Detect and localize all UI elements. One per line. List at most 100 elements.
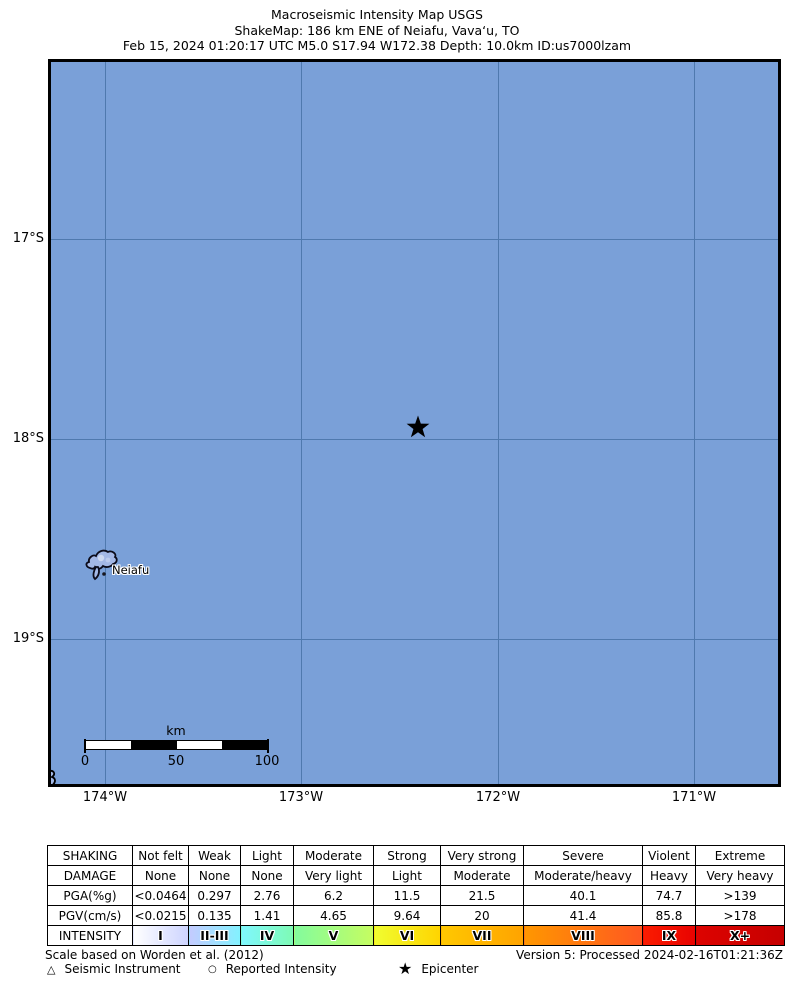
table-cell: Weak	[188, 845, 241, 866]
gridline-17s	[51, 239, 778, 240]
circle-icon: ○	[208, 963, 217, 975]
legend-label: Seismic Instrument	[64, 962, 181, 976]
legend-label: Epicenter	[421, 962, 479, 976]
legend-item-reported-intensity: ○ Reported Intensity	[208, 962, 337, 976]
intensity-cell-ix: IX	[642, 925, 696, 946]
islet-outline	[51, 769, 56, 784]
table-row-intensity: INTENSITY I II-III IV V VI VII VIII IX X…	[47, 925, 785, 946]
row-header-pgv: PGV(cm/s)	[47, 905, 133, 926]
island-outline	[85, 549, 118, 581]
page-title: Macroseismic Intensity Map USGS	[271, 7, 483, 22]
legend-item-seismic-instrument: △ Seismic Instrument	[47, 962, 181, 976]
table-cell: Extreme	[695, 845, 785, 866]
scalebar-endcap	[84, 739, 86, 753]
scalebar-segment	[86, 741, 132, 749]
scalebar-segment	[176, 741, 222, 749]
table-row-damage: DAMAGE None None None Very light Light M…	[47, 865, 785, 886]
table-cell: 1.41	[240, 905, 294, 926]
table-cell: Light	[240, 845, 294, 866]
star-icon: ★	[398, 959, 413, 978]
event-info-line: Feb 15, 2024 01:20:17 UTC M5.0 S17.94 W1…	[122, 38, 632, 53]
scale-reference-note: Scale based on Worden et al. (2012)	[45, 948, 264, 962]
row-header-shaking: SHAKING	[47, 845, 133, 866]
row-header-intensity: INTENSITY	[47, 925, 133, 946]
table-cell: 9.64	[373, 905, 441, 926]
scalebar-segment	[131, 741, 177, 749]
table-cell: 0.135	[188, 905, 241, 926]
intensity-cell-vi: VI	[373, 925, 441, 946]
version-note: Version 5: Processed 2024-02-16T01:21:36…	[516, 948, 783, 962]
table-cell: Very strong	[440, 845, 524, 866]
table-cell: 21.5	[440, 885, 524, 906]
table-cell: 41.4	[523, 905, 643, 926]
intensity-cell-ii-iii: II-III	[188, 925, 241, 946]
map-canvas: Neiafu km 0 50 100	[48, 59, 781, 787]
legend-label: Reported Intensity	[225, 962, 337, 976]
table-cell: 85.8	[642, 905, 696, 926]
table-cell: 20	[440, 905, 524, 926]
table-cell: Strong	[373, 845, 441, 866]
table-cell: 74.7	[642, 885, 696, 906]
gridline-172w	[498, 62, 499, 784]
intensity-cell-i: I	[132, 925, 189, 946]
lon-label-171w: 171°W	[671, 790, 717, 805]
scalebar-segment	[221, 741, 267, 749]
page-subtitle: ShakeMap: 186 km ENE of Neiafu, Vava‘u, …	[234, 22, 520, 38]
table-cell: 11.5	[373, 885, 441, 906]
intensity-cell-viii: VIII	[523, 925, 643, 946]
table-cell: <0.0464	[132, 885, 189, 906]
table-cell: None	[188, 865, 241, 886]
table-cell: 2.76	[240, 885, 294, 906]
table-cell: 6.2	[293, 885, 374, 906]
gridline-174w	[105, 62, 106, 784]
table-cell: Light	[373, 865, 441, 886]
table-cell: 40.1	[523, 885, 643, 906]
gridline-18s	[51, 439, 778, 440]
table-cell: Moderate	[440, 865, 524, 886]
intensity-legend-table: SHAKING Not felt Weak Light Moderate Str…	[47, 845, 785, 946]
table-cell: 4.65	[293, 905, 374, 926]
table-cell: None	[240, 865, 294, 886]
row-header-pga: PGA(%g)	[47, 885, 133, 906]
lon-label-172w: 172°W	[475, 790, 521, 805]
lon-label-174w: 174°W	[82, 790, 128, 805]
table-cell: Moderate	[293, 845, 374, 866]
scalebar-tick-100: 100	[254, 754, 280, 769]
lat-label-18s: 18°S	[12, 431, 44, 446]
scalebar-tick-0: 0	[80, 754, 90, 769]
triangle-icon: △	[47, 962, 56, 976]
table-cell: Moderate/heavy	[523, 865, 643, 886]
intensity-cell-x: X+	[695, 925, 785, 946]
table-cell: None	[132, 865, 189, 886]
place-label-neiafu: Neiafu	[112, 563, 150, 577]
lon-label-173w: 173°W	[278, 790, 324, 805]
table-row-pga: PGA(%g) <0.0464 0.297 2.76 6.2 11.5 21.5…	[47, 885, 785, 906]
lat-label-17s: 17°S	[12, 231, 44, 246]
header: Macroseismic Intensity Map USGS ShakeMap…	[0, 7, 754, 54]
lat-label-19s: 19°S	[12, 631, 44, 646]
intensity-cell-iv: IV	[240, 925, 294, 946]
scalebar	[85, 740, 268, 750]
gridline-171w	[694, 62, 695, 784]
epicenter-star-icon	[406, 415, 430, 438]
gridline-173w	[301, 62, 302, 784]
intensity-cell-v: V	[293, 925, 374, 946]
intensity-cell-vii: VII	[440, 925, 524, 946]
table-cell: Very light	[293, 865, 374, 886]
table-cell: Violent	[642, 845, 696, 866]
table-row-pgv: PGV(cm/s) <0.0215 0.135 1.41 4.65 9.64 2…	[47, 905, 785, 926]
table-row-shaking: SHAKING Not felt Weak Light Moderate Str…	[47, 845, 785, 866]
table-cell: Heavy	[642, 865, 696, 886]
table-cell: 0.297	[188, 885, 241, 906]
legend-item-epicenter: ★ Epicenter	[398, 959, 479, 978]
table-cell: <0.0215	[132, 905, 189, 926]
scalebar-endcap	[267, 739, 269, 753]
table-cell: Severe	[523, 845, 643, 866]
reported-intensity-marker	[102, 572, 106, 576]
table-cell: >178	[695, 905, 785, 926]
table-cell: Not felt	[132, 845, 189, 866]
row-header-damage: DAMAGE	[47, 865, 133, 886]
table-cell: Very heavy	[695, 865, 785, 886]
scalebar-tick-50: 50	[167, 754, 185, 769]
